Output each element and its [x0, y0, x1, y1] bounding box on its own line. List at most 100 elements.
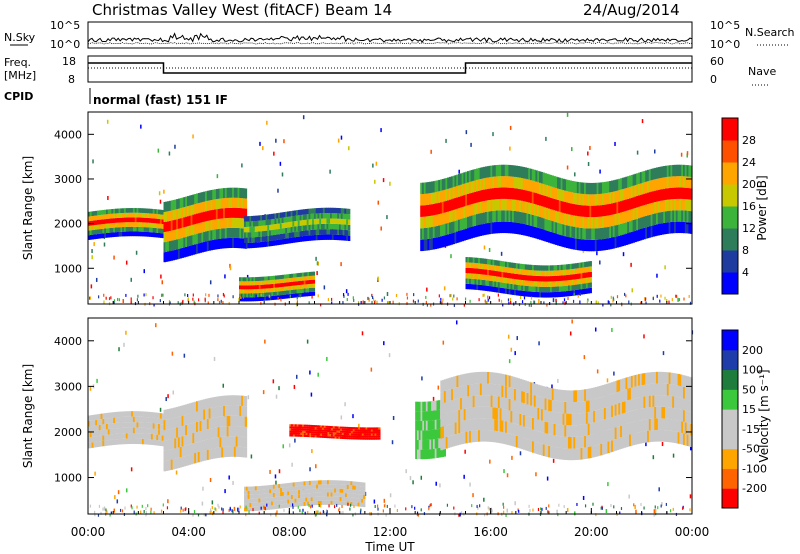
heatmap-cell — [492, 188, 495, 200]
heatmap-cell — [460, 374, 463, 387]
heatmap-cell — [330, 500, 333, 505]
heatmap-cell — [495, 221, 499, 234]
heatmap-cell — [575, 448, 578, 461]
heatmap-cell — [369, 427, 372, 430]
heatmap-cell — [443, 447, 446, 457]
heatmap-cell — [114, 213, 118, 219]
heatmap-cell — [567, 448, 571, 461]
heatmap-cell — [454, 399, 458, 411]
heatmap-cell — [538, 341, 540, 346]
heatmap-cell — [370, 367, 373, 372]
heatmap-cell — [104, 223, 107, 229]
heatmap-cell — [490, 281, 494, 287]
heatmap-cell — [325, 484, 328, 489]
heatmap-cell — [256, 506, 260, 511]
heatmap-cell — [600, 216, 603, 228]
heatmap-cell — [283, 139, 285, 144]
heatmap-cell — [116, 433, 120, 440]
heatmap-cell — [98, 295, 100, 299]
heatmap-cell — [648, 192, 652, 204]
heatmap-cell — [215, 427, 219, 438]
heatmap-cell — [515, 199, 518, 212]
heatmap-cell — [602, 419, 605, 432]
heatmap-cell — [620, 212, 623, 224]
heatmap-cell — [342, 219, 345, 225]
heatmap-cell — [161, 440, 165, 447]
heatmap-cell — [465, 385, 468, 397]
heatmap-cell — [114, 422, 118, 429]
heatmap-cell — [376, 437, 379, 440]
heatmap-cell — [244, 221, 247, 227]
heatmap-cell — [456, 174, 459, 187]
heatmap-cell — [145, 208, 148, 214]
heatmap-cell — [176, 417, 179, 428]
heatmap-cell — [262, 485, 265, 490]
heatmap-cell — [253, 277, 256, 282]
heatmap-cell — [521, 178, 524, 190]
heatmap-cell — [159, 418, 163, 425]
heatmap-cell — [125, 411, 129, 417]
heatmap-cell — [175, 470, 178, 475]
heatmap-cell — [361, 494, 364, 499]
heatmap-cell — [350, 493, 353, 498]
heatmap-cell — [514, 435, 517, 447]
heatmap-cell — [573, 279, 576, 285]
heatmap-cell — [492, 430, 495, 443]
heatmap-cell — [492, 384, 495, 396]
heatmap-cell — [296, 434, 299, 437]
heatmap-cell — [535, 419, 539, 431]
heatmap-cell — [136, 427, 139, 434]
heatmap-cell — [251, 232, 254, 238]
heatmap-cell — [228, 197, 231, 208]
heatmap-cell — [501, 397, 504, 409]
colorbar-frame — [721, 117, 739, 295]
heatmap-cell — [445, 177, 448, 190]
heatmap-cell — [276, 229, 279, 235]
heatmap-cell — [434, 180, 437, 193]
heatmap-cell — [98, 224, 102, 230]
heatmap-cell — [174, 417, 177, 428]
heatmap-cell — [105, 223, 109, 229]
heatmap-cell — [245, 242, 249, 249]
heatmap-cell — [497, 164, 500, 177]
heatmap-cell — [242, 395, 246, 407]
heatmap-cell — [472, 169, 475, 181]
heatmap-cell — [256, 289, 260, 294]
heatmap-cell — [278, 488, 281, 493]
heatmap-cell — [279, 223, 283, 229]
heatmap-cell — [456, 297, 458, 301]
heatmap-cell — [251, 215, 254, 222]
heatmap-cell — [376, 429, 379, 432]
heatmap-cell — [239, 208, 242, 219]
heatmap-cell — [593, 422, 596, 434]
heatmap-cell — [508, 262, 512, 268]
heatmap-cell — [321, 213, 324, 219]
heatmap-cell — [244, 285, 247, 290]
heatmap-cell — [567, 274, 571, 281]
heatmap-cell — [118, 428, 121, 434]
heatmap-cell — [612, 237, 616, 249]
heatmap-cell — [632, 208, 635, 220]
heatmap-cell — [528, 264, 531, 271]
heatmap-cell — [217, 188, 221, 199]
heatmap-cell — [332, 496, 335, 501]
heatmap-cell — [510, 273, 513, 279]
heatmap-cell — [623, 222, 626, 235]
heatmap-cell — [483, 178, 486, 190]
heatmap-cell — [549, 388, 553, 400]
heatmap-cell — [607, 226, 610, 239]
heatmap-cell — [183, 227, 186, 238]
heatmap-cell — [522, 212, 526, 224]
heatmap-cell — [272, 224, 276, 230]
heatmap-cell — [424, 449, 427, 460]
heatmap-cell — [132, 217, 136, 223]
heatmap-cell — [357, 502, 361, 507]
heatmap-cell — [340, 213, 344, 219]
heatmap-cell — [295, 236, 299, 243]
heatmap-cell — [522, 201, 526, 213]
heatmap-cell — [470, 372, 474, 385]
heatmap-cell — [205, 450, 208, 461]
heatmap-cell — [546, 173, 549, 186]
heatmap-cell — [361, 427, 365, 430]
heatmap-cell — [612, 202, 616, 215]
